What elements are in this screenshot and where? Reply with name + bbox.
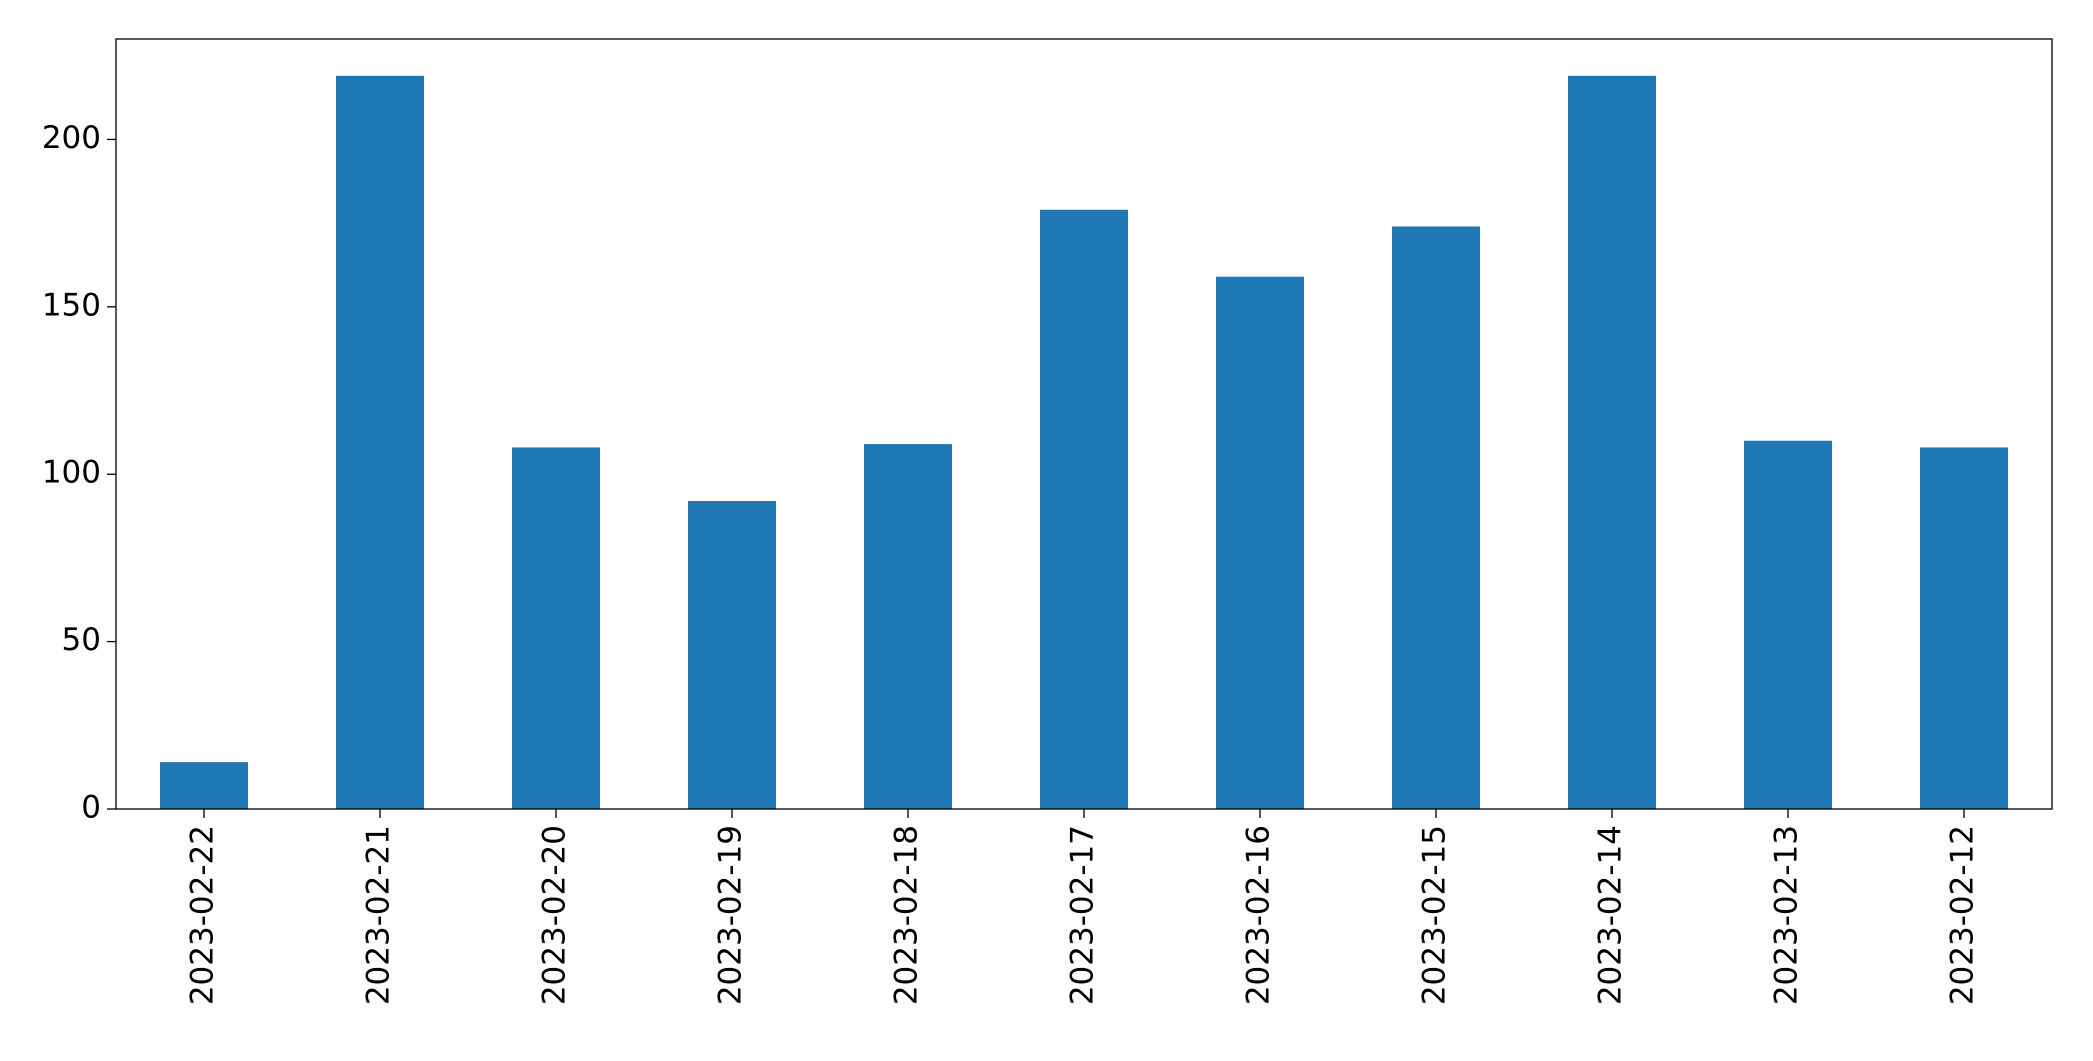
bar [160,762,248,809]
x-tick-label: 2023-02-22 [185,825,221,1005]
bar [1744,440,1832,809]
y-tick-label: 0 [81,790,101,826]
bar [1216,276,1304,809]
y-tick-label: 50 [62,622,101,658]
bar [1040,209,1128,809]
axes-frame [115,38,2053,810]
x-tick-label: 2023-02-20 [537,825,573,1005]
y-tick-label: 150 [42,287,101,323]
y-tick-label: 200 [42,120,101,156]
bar [1392,226,1480,809]
bar [1920,447,2008,809]
x-tick-label: 2023-02-16 [1241,825,1277,1005]
bar [336,75,424,809]
y-tick-label: 100 [42,455,101,491]
x-tick-label: 2023-02-21 [361,825,397,1005]
bar [688,501,776,809]
x-tick-label: 2023-02-12 [1945,825,1981,1005]
bar [512,447,600,809]
bar [1568,75,1656,809]
x-tick-label: 2023-02-14 [1593,825,1629,1005]
x-tick-label: 2023-02-19 [713,825,749,1005]
bar [864,444,952,809]
x-tick-label: 2023-02-15 [1417,825,1453,1005]
x-tick-label: 2023-02-18 [889,825,925,1005]
x-tick-label: 2023-02-13 [1769,825,1805,1005]
x-tick-label: 2023-02-17 [1065,825,1101,1005]
